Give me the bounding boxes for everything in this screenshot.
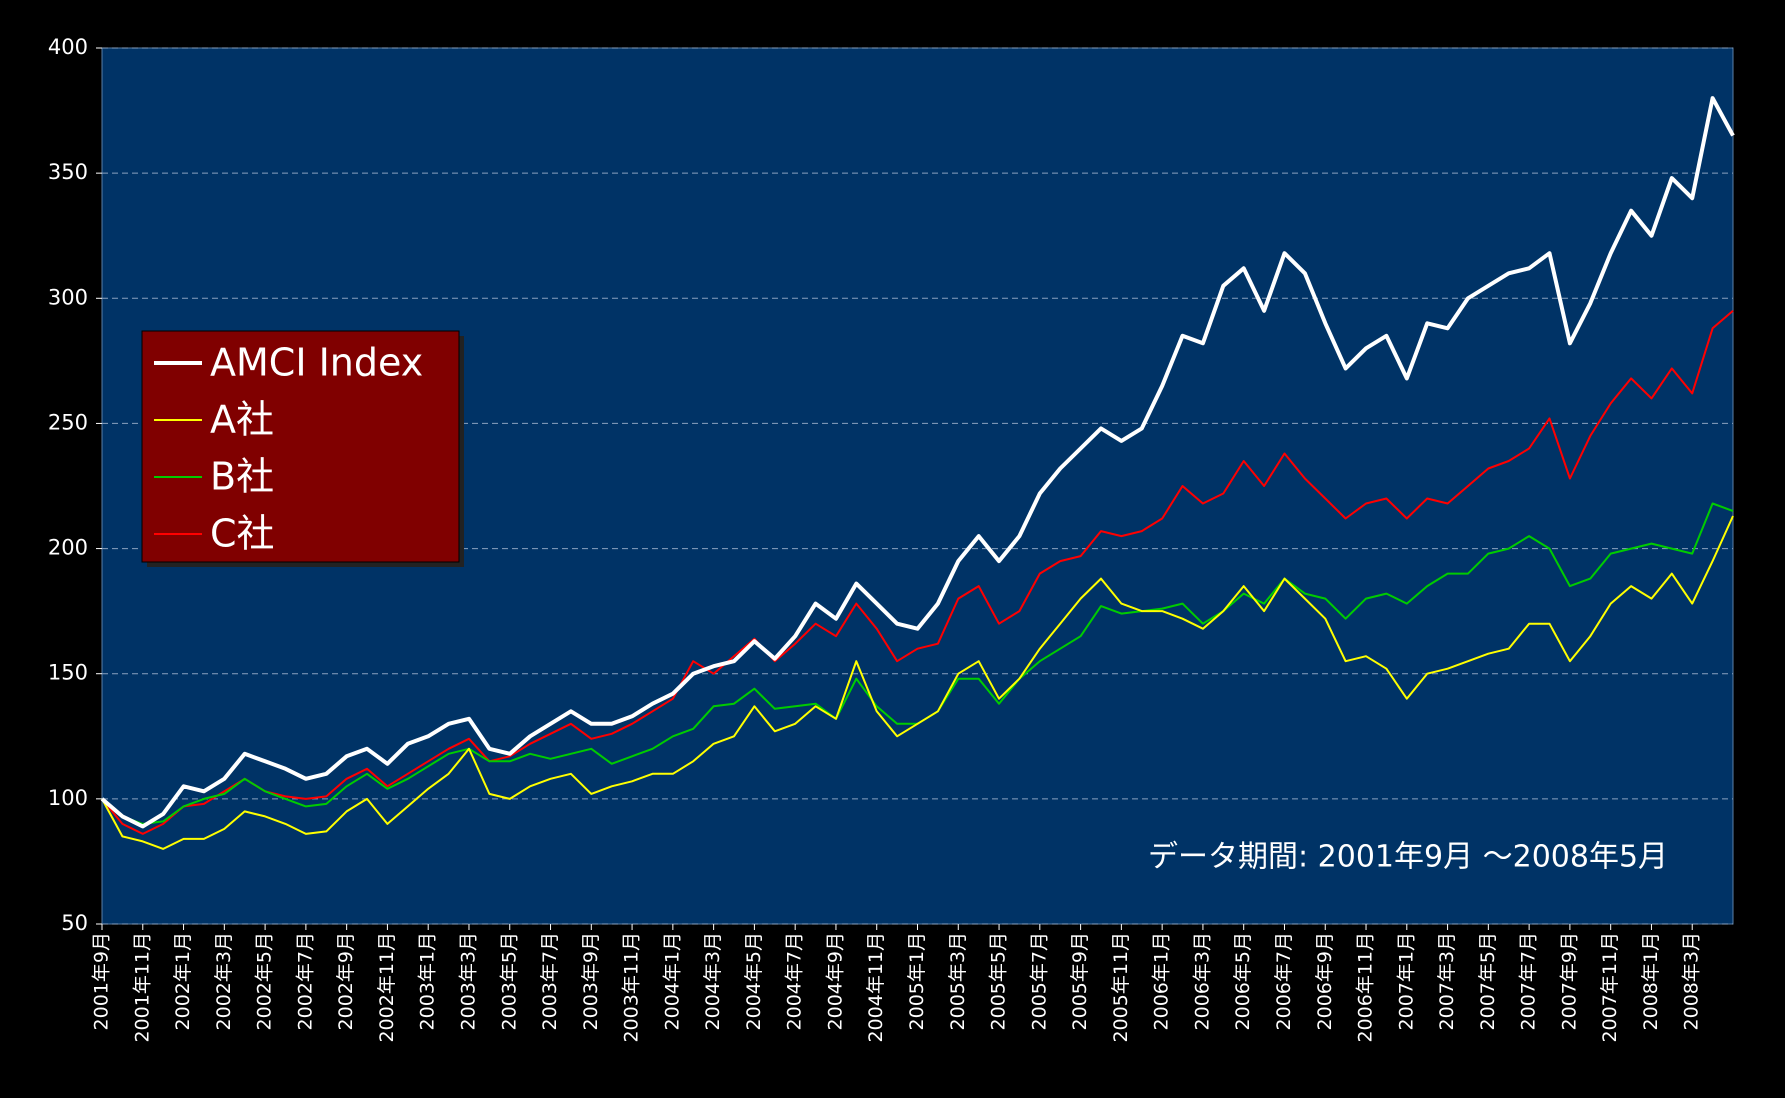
series-line [101,310,1734,835]
x-tick-label: 2002年11月 [376,932,398,1043]
y-tick-label: 50 [61,911,88,935]
legend-label: C社 [210,512,275,556]
x-tick-label: 2007年9月 [1558,932,1580,1030]
x-tick-label: 2005年3月 [947,932,969,1030]
x-tick-label: 2005年9月 [1069,932,1091,1030]
x-tick-label: 2003年7月 [539,932,561,1030]
legend-label: AMCI Index [210,341,423,385]
y-tick-label: 400 [48,35,88,59]
x-tick-label: 2007年1月 [1395,932,1417,1030]
x-tick-label: 2002年7月 [294,932,316,1030]
x-tick-label: 2003年1月 [417,932,439,1030]
x-tick-label: 2006年5月 [1232,932,1254,1030]
x-tick-label: 2005年5月 [988,932,1010,1030]
series-line [101,515,1734,850]
x-tick-label: 2001年9月 [91,932,113,1030]
x-tick-label: 2006年9月 [1314,932,1336,1030]
x-tick-label: 2004年3月 [702,932,724,1030]
x-tick-label: 2005年7月 [1028,932,1050,1030]
x-tick-label: 2004年5月 [743,932,765,1030]
annotation: データ期間: 2001年9月 ～2008年5月 [1148,840,1668,875]
y-tick-label: 350 [48,160,88,184]
x-tick-label: 2007年5月 [1477,932,1499,1030]
x-tick-label: 2001年11月 [131,932,153,1043]
x-tick-label: 2004年1月 [661,932,683,1030]
x-tick-label: 2003年11月 [621,932,643,1043]
x-tick-label: 2006年1月 [1151,932,1173,1030]
legend-box [141,330,460,563]
x-tick-label: 2002年1月 [172,932,194,1030]
x-tick-label: 2003年9月 [580,932,602,1030]
x-tick-label: 2005年1月 [906,932,928,1030]
x-tick-label: 2006年7月 [1273,932,1295,1030]
x-tick-label: 2004年7月 [784,932,806,1030]
x-tick-label: 2008年3月 [1681,932,1703,1030]
x-tick-label: 2003年3月 [457,932,479,1030]
x-tick-label: 2006年11月 [1355,932,1377,1043]
legend-label: A社 [210,398,274,442]
y-tick-label: 100 [48,786,88,810]
x-tick-label: 2003年5月 [498,932,520,1030]
x-tick-label: 2005年11月 [1110,932,1132,1043]
y-tick-label: 150 [48,661,88,685]
y-tick-label: 200 [48,536,88,560]
x-tick-label: 2004年11月 [865,932,887,1043]
x-tick-label: 2002年9月 [335,932,357,1030]
x-tick-label: 2008年1月 [1640,932,1662,1030]
x-tick-label: 2007年7月 [1518,932,1540,1030]
x-tick-label: 2006年3月 [1191,932,1213,1030]
x-tick-label: 2004年9月 [824,932,846,1030]
legend-label: B社 [210,455,274,499]
x-tick-label: 2002年3月 [213,932,235,1030]
x-tick-label: 2002年5月 [254,932,276,1030]
series-line [100,96,1735,829]
y-tick-label: 250 [48,410,88,434]
x-tick-label: 2007年3月 [1436,932,1458,1030]
x-tick-label: 2007年11月 [1599,932,1621,1043]
y-tick-label: 300 [48,285,88,309]
